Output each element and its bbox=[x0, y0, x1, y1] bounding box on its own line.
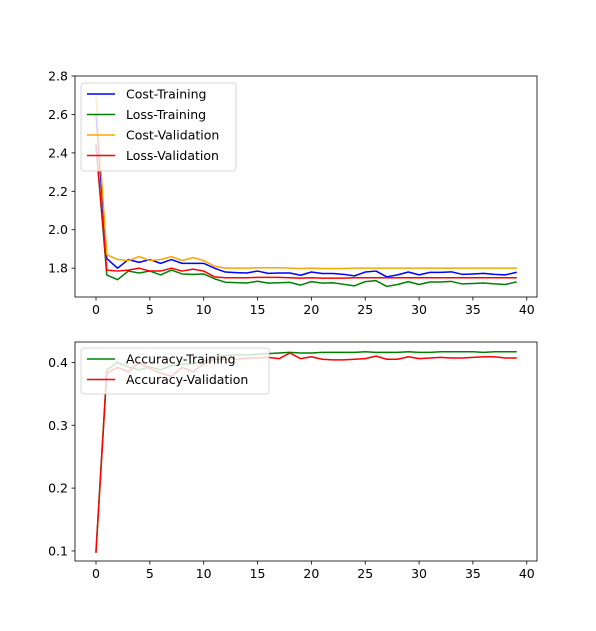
y-tick-label: 0.1 bbox=[48, 543, 68, 558]
legend-label: Cost-Validation bbox=[126, 128, 219, 143]
x-tick-label: 25 bbox=[357, 302, 373, 317]
x-tick-label: 0 bbox=[92, 302, 100, 317]
x-tick-label: 20 bbox=[303, 302, 319, 317]
y-tick-label: 2.6 bbox=[48, 107, 68, 122]
x-tick-label: 15 bbox=[250, 566, 266, 581]
x-tick-label: 30 bbox=[411, 302, 427, 317]
x-tick-label: 35 bbox=[465, 302, 481, 317]
x-tick-label: 10 bbox=[196, 302, 212, 317]
x-tick-label: 35 bbox=[465, 566, 481, 581]
y-tick-label: 0.3 bbox=[48, 418, 68, 433]
legend-label: Loss-Training bbox=[126, 107, 206, 122]
x-tick-label: 40 bbox=[519, 566, 535, 581]
x-tick-label: 5 bbox=[146, 566, 154, 581]
x-tick-label: 0 bbox=[92, 566, 100, 581]
legend-label: Loss-Validation bbox=[126, 148, 219, 163]
x-tick-label: 10 bbox=[196, 566, 212, 581]
loss-chart: 0 5 10 15 20 25 30 35 40 1.8 2.0 2.2 2.4 2.6 2.8 Cost-T… bbox=[48, 69, 537, 318]
y-tick-label: 2.8 bbox=[48, 69, 68, 84]
y-tick-label: 1.8 bbox=[48, 261, 68, 276]
x-tick-label: 25 bbox=[357, 566, 373, 581]
y-tick-label: 0.2 bbox=[48, 481, 68, 496]
x-tick-label: 15 bbox=[250, 302, 266, 317]
legend-label: Accuracy-Validation bbox=[126, 372, 248, 387]
legend-label: Accuracy-Training bbox=[126, 352, 236, 367]
y-tick-label: 2.2 bbox=[48, 184, 68, 199]
x-tick-label: 30 bbox=[411, 566, 427, 581]
x-tick-label: 5 bbox=[146, 302, 154, 317]
y-tick-label: 2.0 bbox=[48, 222, 68, 237]
legend-label: Cost-Training bbox=[126, 87, 206, 102]
x-tick-label: 40 bbox=[519, 302, 535, 317]
accuracy-chart: 0 5 10 15 20 25 30 35 40 0.1 0.2 0.3 0.4 Accuracy-Tra… bbox=[48, 342, 537, 581]
y-tick-label: 0.4 bbox=[48, 355, 68, 370]
x-tick-label: 20 bbox=[303, 566, 319, 581]
y-tick-label: 2.4 bbox=[48, 145, 68, 160]
legend: Accuracy-Training Accuracy-Validation bbox=[81, 348, 269, 394]
legend: Cost-Training Loss-Training Cost-Validatio… bbox=[81, 83, 236, 171]
